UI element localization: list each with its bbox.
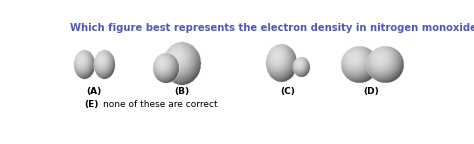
Text: (D): (D) [364,87,380,96]
Text: none of these are correct: none of these are correct [103,101,218,109]
Text: (C): (C) [281,87,295,96]
Text: (B): (B) [174,87,189,96]
Text: (A): (A) [86,87,102,96]
Text: Which figure best represents the electron density in nitrogen monoxide (NO)?: Which figure best represents the electro… [70,23,474,33]
Text: (E): (E) [85,101,99,109]
